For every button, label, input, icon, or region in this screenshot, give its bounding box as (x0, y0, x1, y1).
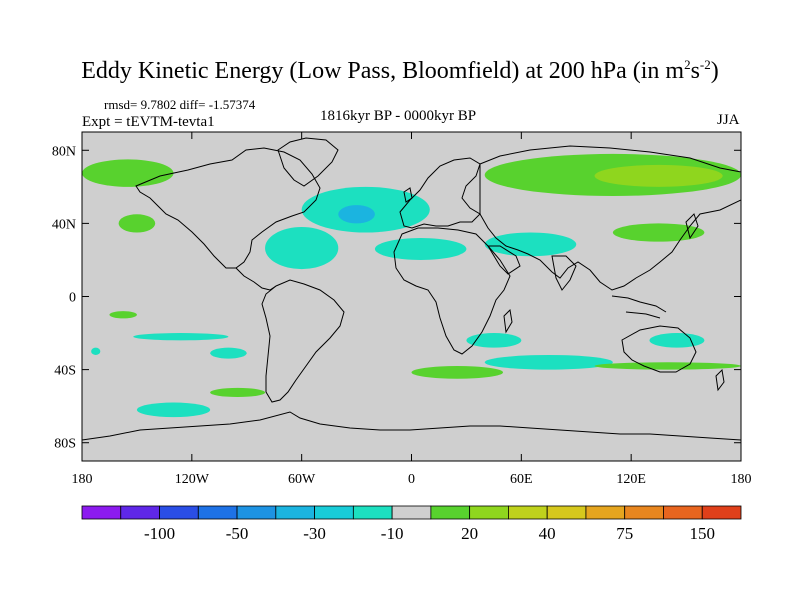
colorbar-swatch (430, 505, 471, 520)
south-america-coast (261, 279, 345, 403)
anomaly-green (594, 362, 741, 370)
anomaly-cyan (484, 354, 613, 370)
anomaly-green (109, 311, 137, 319)
australia-coast (621, 325, 697, 373)
anomaly-blue (338, 205, 375, 224)
colorbar-swatch (352, 505, 393, 520)
anomaly-green (82, 159, 174, 187)
season-label: JJA (717, 112, 740, 128)
colorbar-label: -30 (303, 524, 326, 543)
colorbar-swatch (546, 505, 587, 520)
colorbar-swatch (81, 505, 122, 520)
anomaly-cyan (265, 227, 339, 270)
x-tick-label: 0 (408, 472, 415, 487)
colorbar-swatch (624, 505, 664, 520)
colorbar-swatch (197, 505, 238, 520)
colorbar-label: 75 (616, 524, 633, 543)
coastlines (82, 137, 741, 441)
colorbar-swatch (120, 505, 160, 520)
colorbar: -100 -50 -30 -10 20 40 75 150 (81, 505, 742, 543)
anomaly-layer (82, 153, 741, 418)
x-tick-label: 120E (616, 472, 646, 487)
x-tick-label: 60E (510, 472, 533, 487)
y-tick-label: 80S (54, 437, 76, 452)
colorbar-label: 20 (461, 524, 478, 543)
x-tick-label: 180 (731, 472, 752, 487)
central-america-coast (235, 267, 277, 291)
x-tick-label: 60W (288, 472, 316, 487)
x-tick-label: 180 (72, 472, 93, 487)
anomaly-green (612, 223, 705, 242)
y-axis: 80N 40N 0 40S 80S (52, 144, 741, 452)
y-tick-label: 40S (54, 364, 76, 379)
anomaly-yellow-green (594, 164, 723, 187)
anomaly-cyan (210, 347, 247, 359)
greenland-coast (277, 137, 339, 187)
anomaly-cyan (466, 333, 522, 348)
anomaly-green (210, 387, 266, 398)
colorbar-label: -100 (144, 524, 175, 543)
india-coast (551, 255, 577, 291)
europe-coast (399, 157, 481, 229)
japan-coast (685, 213, 699, 240)
anomaly-cyan (133, 333, 229, 341)
x-axis: 180 120W 60W 0 60E 120E 180 (72, 132, 752, 487)
africa-coast (393, 227, 511, 355)
stats-label: rmsd= 9.7802 diff= -1.57374 (104, 97, 256, 112)
y-tick-label: 40N (52, 217, 76, 232)
x-tick-label: 120W (175, 472, 210, 487)
period-label: 1816kyr BP - 0000kyr BP (320, 108, 477, 124)
anomaly-green (118, 214, 156, 233)
colorbar-swatch (275, 505, 315, 520)
colorbar-swatch (585, 505, 626, 520)
anomaly-cyan (649, 333, 705, 348)
uk-coast (403, 187, 413, 203)
arabia-coast (487, 245, 521, 275)
experiment-label: Expt = tEVTM-tevta1 (82, 114, 215, 130)
colorbar-swatch (159, 505, 199, 520)
anomaly-cyan (484, 232, 577, 257)
madagascar-coast (503, 308, 513, 334)
colorbar-swatch (314, 505, 354, 520)
colorbar-label: 40 (539, 524, 556, 543)
colorbar-label: -10 (381, 524, 404, 543)
chart-title: Eddy Kinetic Energy (Low Pass, Bloomfiel… (81, 57, 719, 84)
colorbar-swatch (701, 505, 742, 520)
anomaly-cyan (374, 238, 467, 260)
colorbar-label: -50 (226, 524, 249, 543)
colorbar-swatch (663, 505, 703, 520)
antarctica-coast (82, 411, 741, 441)
y-tick-label: 0 (69, 291, 76, 306)
asia-coast (479, 145, 741, 291)
colorbar-swatch (508, 505, 548, 520)
colorbar-swatch (391, 505, 432, 520)
north-america-coast (135, 147, 321, 269)
anomaly-cyan (136, 402, 211, 418)
colorbar-swatch (469, 505, 509, 520)
anomaly-cyan (91, 347, 101, 355)
colorbar-label: 150 (689, 524, 715, 543)
colorbar-swatch (236, 505, 277, 520)
y-tick-label: 80N (52, 144, 76, 159)
new-zealand-coast (715, 368, 725, 392)
indonesia-coast (611, 295, 667, 319)
anomaly-green (411, 365, 504, 379)
